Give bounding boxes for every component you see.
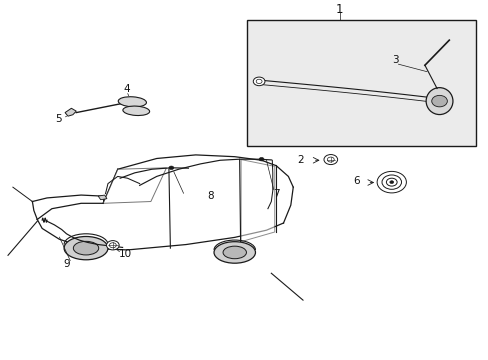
Polygon shape: [103, 168, 166, 203]
Text: 3: 3: [391, 55, 398, 65]
Ellipse shape: [223, 246, 246, 259]
Text: 7: 7: [272, 189, 279, 199]
Polygon shape: [98, 195, 107, 200]
Text: 8: 8: [206, 191, 213, 201]
Text: 2: 2: [297, 155, 303, 165]
Circle shape: [256, 79, 262, 84]
Circle shape: [259, 157, 264, 161]
Text: 1: 1: [335, 3, 343, 16]
Ellipse shape: [118, 97, 146, 107]
Circle shape: [168, 166, 173, 170]
Text: 5: 5: [55, 114, 61, 124]
Circle shape: [253, 77, 264, 86]
Bar: [246, 21, 475, 146]
Ellipse shape: [122, 106, 149, 116]
Text: 6: 6: [353, 176, 359, 186]
Circle shape: [109, 243, 116, 248]
Circle shape: [324, 154, 337, 165]
Circle shape: [431, 95, 447, 107]
Ellipse shape: [425, 87, 452, 114]
Ellipse shape: [64, 237, 108, 260]
Text: 9: 9: [63, 259, 70, 269]
Circle shape: [327, 157, 333, 162]
Polygon shape: [241, 159, 274, 242]
Ellipse shape: [214, 242, 255, 263]
Circle shape: [389, 181, 393, 184]
Ellipse shape: [73, 241, 99, 255]
Polygon shape: [65, 108, 76, 116]
Circle shape: [106, 240, 119, 250]
Text: 4: 4: [123, 84, 129, 94]
Text: 10: 10: [118, 248, 131, 258]
